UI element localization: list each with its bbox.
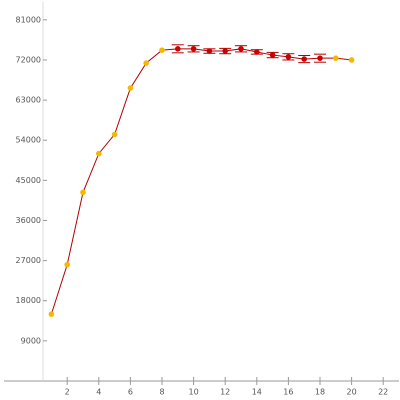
x-tick-label: 20 [347, 388, 357, 397]
data-point [333, 55, 339, 61]
data-point [48, 311, 55, 317]
data-point [269, 52, 276, 58]
data-point [96, 150, 102, 157]
x-tick-label: 12 [220, 388, 230, 397]
y-tick-label: 81000 [16, 15, 41, 24]
data-point [301, 56, 308, 62]
data-point [238, 46, 244, 52]
data-point [317, 55, 323, 61]
data-point [111, 131, 118, 138]
x-tick-label: 4 [96, 388, 101, 397]
y-tick-label: 36000 [16, 216, 41, 225]
data-point [222, 48, 228, 54]
data-point [206, 48, 213, 54]
data-point [190, 46, 197, 52]
y-tick-label: 45000 [16, 176, 41, 185]
x-tick-label: 2 [65, 388, 70, 397]
x-tick-label: 22 [378, 388, 388, 397]
data-point [285, 54, 292, 60]
x-tick-label: 6 [128, 388, 133, 397]
y-tick-label: 9000 [21, 336, 41, 345]
x-tick-label: 14 [252, 388, 262, 397]
y-tick-label: 27000 [16, 256, 41, 265]
data-point [253, 49, 260, 55]
x-tick-label: 8 [159, 388, 164, 397]
data-point [175, 46, 181, 52]
x-tick-label: 18 [315, 388, 325, 397]
data-point [159, 47, 165, 53]
series-line [50, 48, 352, 315]
x-tick-label: 10 [189, 388, 199, 397]
data-point [64, 261, 70, 268]
y-tick-label: 18000 [16, 296, 41, 305]
data-point [80, 189, 86, 196]
data-point [143, 60, 149, 66]
y-tick-label: 63000 [16, 96, 41, 105]
data-point [348, 57, 355, 63]
y-tick-label: 54000 [16, 136, 41, 145]
x-tick-label: 16 [283, 388, 293, 397]
y-tick-label: 72000 [16, 55, 41, 64]
data-point [127, 85, 134, 91]
